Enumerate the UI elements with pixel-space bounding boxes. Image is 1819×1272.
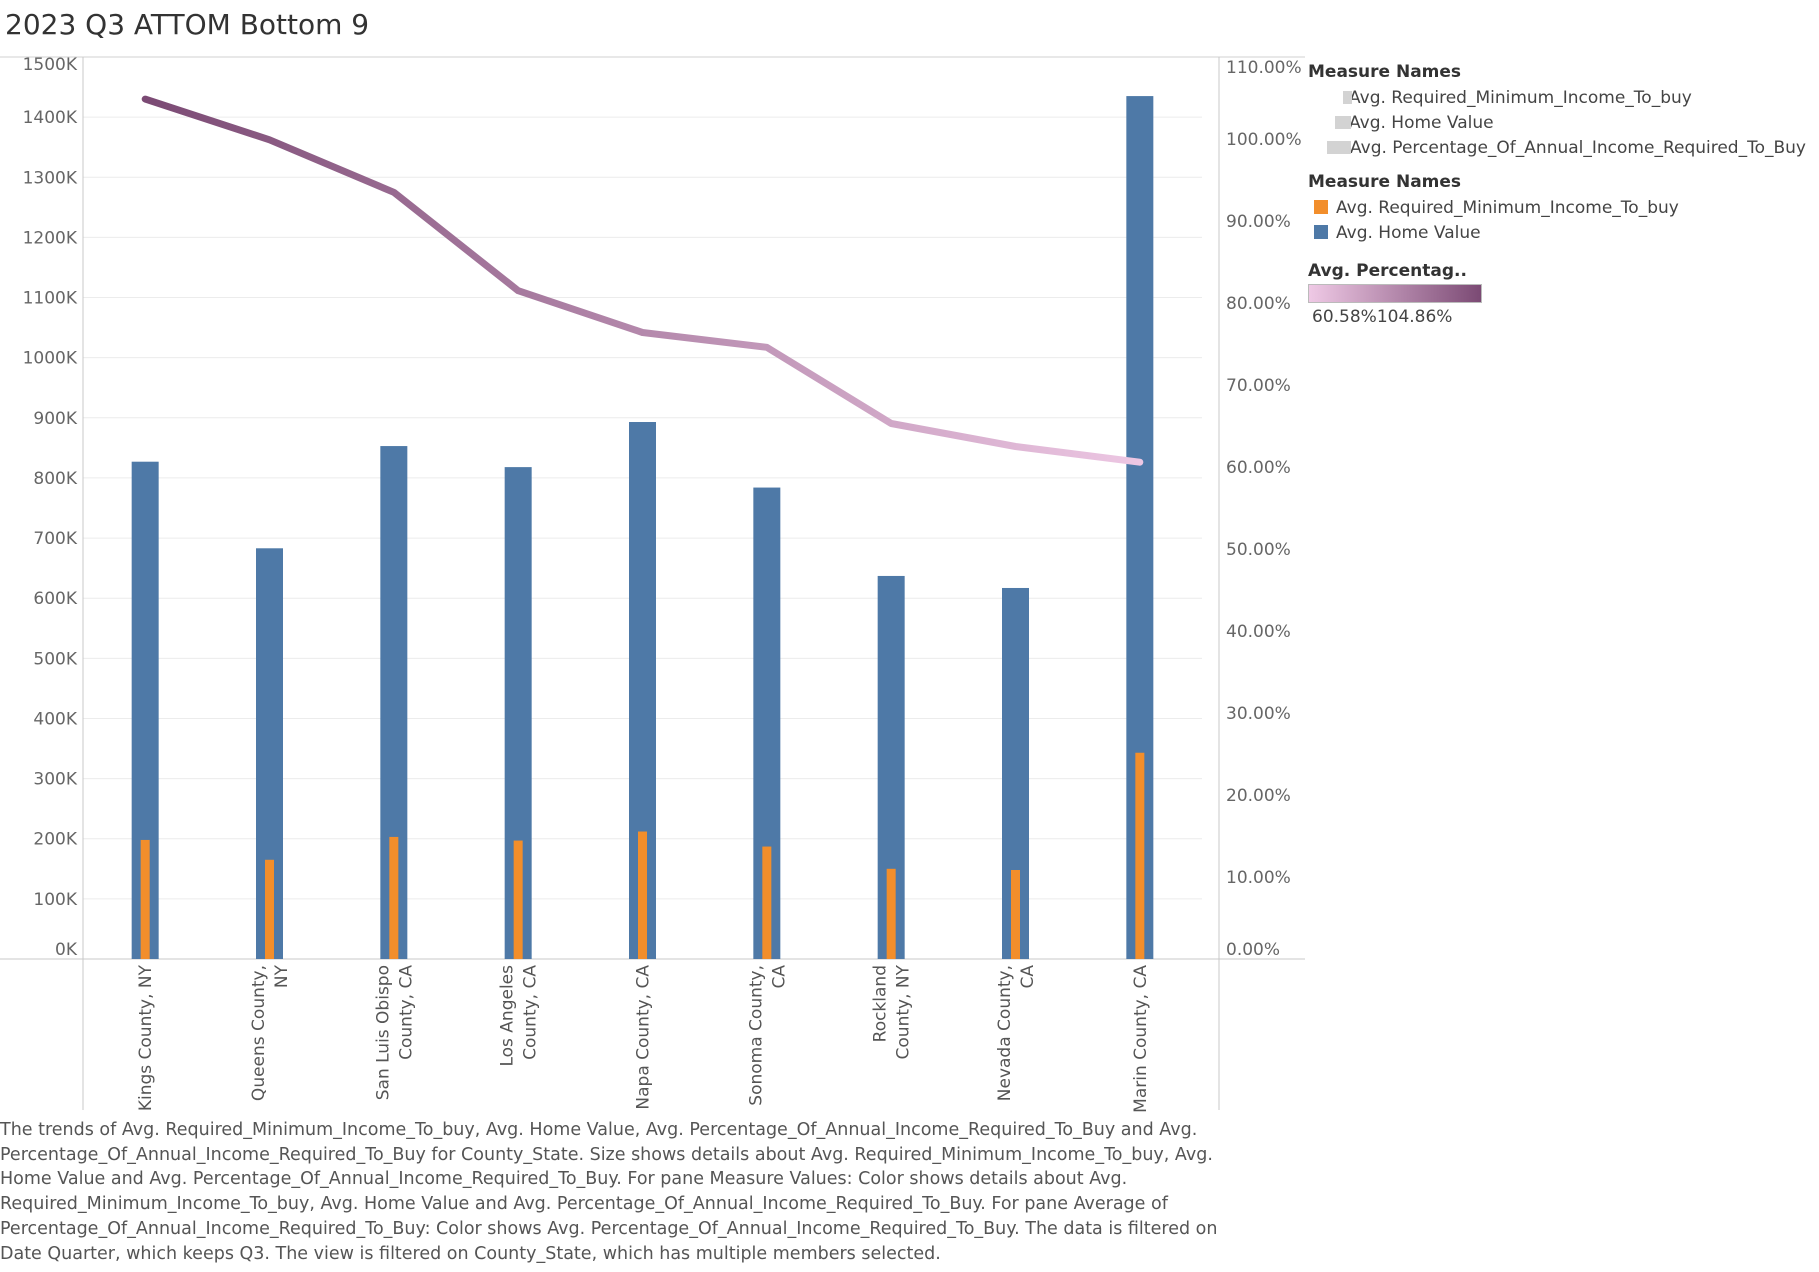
x-tick-label: Nevada County, CA — [995, 965, 1038, 1102]
right-tick-label: 100.00% — [1226, 130, 1302, 150]
right-tick-label: 20.00% — [1226, 786, 1291, 806]
gradient-labels: 60.58%104.86% — [1308, 307, 1482, 327]
x-tick-label-line: Sonoma County, — [746, 965, 766, 1106]
required-income-bar — [513, 840, 523, 959]
size-legend-title: Measure Names — [1308, 62, 1462, 82]
x-tick-label-line: Queens County, — [249, 965, 269, 1101]
size-legend-item: Avg. Required_Minimum_Income_To_buy — [1308, 86, 1806, 111]
gradient-min-label: 60.58% — [1312, 307, 1377, 327]
x-tick-label-line: County, CA — [396, 965, 416, 1060]
left-tick-label: 1500K — [23, 55, 78, 75]
x-tick-label-line: County, NY — [894, 964, 914, 1059]
required-income-bar — [1135, 752, 1145, 959]
left-tick-label: 700K — [33, 529, 77, 549]
right-axis-ticks: 0.00% 10.00% 20.00% 30.00% 40.00% 50.00% 60.00… — [1226, 58, 1302, 960]
right-tick-label: 0.00% — [1226, 940, 1280, 960]
right-tick-label: 60.00% — [1226, 458, 1291, 478]
x-tick-label-line: Rockland — [871, 965, 891, 1042]
x-tick-label-line: Kings County, NY — [136, 964, 156, 1111]
color-legend-label: Avg. Required_Minimum_Income_To_buy — [1336, 198, 1679, 218]
x-tick-label-line: Marin County, CA — [1131, 965, 1151, 1113]
x-tick-label: Napa County, CA — [634, 965, 654, 1110]
left-tick-label: 900K — [33, 409, 77, 429]
left-axis-ticks: 0K 100K 200K 300K 400K 500K 600K 700K 800K 900K 10… — [23, 55, 78, 960]
percentage-series-line — [141, 95, 1144, 466]
size-legend-item: Avg. Percentage_Of_Annual_Income_Require… — [1308, 136, 1806, 161]
x-tick-label: Marin County, CA — [1131, 965, 1151, 1113]
required-income-bar — [1011, 870, 1020, 959]
x-tick-label-line: Nevada County, — [995, 965, 1015, 1101]
x-tick-label: Sonoma County, CA — [746, 965, 789, 1106]
chart-title: 2023 Q3 ATTOM Bottom 9 — [5, 8, 370, 41]
x-tick-label-line: Napa County, CA — [634, 965, 654, 1110]
gradient-legend-title: Avg. Percentag.. — [1308, 261, 1467, 281]
x-tick-label-line: San Luis Obispo — [373, 965, 393, 1100]
right-tick-label: 50.00% — [1226, 540, 1291, 560]
gradient-max-label: 104.86% — [1376, 307, 1453, 327]
size-legend: Measure Names Avg. Required_Minimum_Inco… — [1308, 62, 1806, 161]
x-tick-label: Queens County, NY — [249, 964, 292, 1101]
left-tick-label: 1300K — [23, 168, 78, 188]
x-tick-label-line: CA — [1018, 965, 1038, 989]
required-income-bar — [762, 846, 772, 959]
x-tick-label: Rockland County, NY — [871, 964, 914, 1059]
left-tick-label: 600K — [33, 589, 77, 609]
required-income-bar — [638, 831, 647, 959]
right-tick-label: 10.00% — [1226, 868, 1291, 888]
size-swatch-small — [1343, 90, 1352, 104]
required-income-bar — [389, 836, 399, 959]
blue-swatch — [1314, 225, 1328, 239]
x-tick-label: Kings County, NY — [136, 964, 156, 1111]
gradient-bar — [1308, 284, 1482, 303]
chart-caption: The trends of Avg. Required_Minimum_Inco… — [0, 1120, 1218, 1264]
x-tick-label-line: Los Angeles — [498, 965, 518, 1067]
right-tick-label: 70.00% — [1226, 376, 1291, 396]
x-tick-label-line: CA — [769, 965, 789, 989]
bars — [131, 96, 1154, 960]
x-tick-label-line: NY — [272, 964, 292, 988]
required-income-bar — [265, 859, 274, 959]
size-swatch-medium — [1335, 115, 1351, 129]
size-legend-label: Avg. Percentage_Of_Annual_Income_Require… — [1350, 138, 1806, 158]
gradient-legend: Avg. Percentag.. 60.58%104.86% — [1308, 261, 1482, 327]
size-legend-item: Avg. Home Value — [1308, 111, 1806, 136]
left-tick-label: 800K — [33, 469, 77, 489]
color-legend-title: Measure Names — [1308, 172, 1462, 192]
right-tick-label: 90.00% — [1226, 212, 1291, 232]
right-tick-label: 80.00% — [1226, 294, 1291, 314]
right-tick-label: 110.00% — [1226, 58, 1302, 78]
right-tick-label: 30.00% — [1226, 704, 1291, 724]
left-tick-label: 100K — [33, 890, 77, 910]
required-income-bar — [886, 868, 896, 959]
left-tick-label: 400K — [33, 709, 77, 729]
left-tick-label: 0K — [55, 940, 78, 960]
left-tick-label: 1100K — [23, 289, 78, 309]
left-tick-label: 1000K — [23, 349, 78, 369]
x-tick-label: San Luis Obispo County, CA — [373, 965, 416, 1101]
left-tick-label: 300K — [33, 770, 77, 790]
left-tick-label: 1200K — [23, 228, 78, 248]
orange-swatch — [1314, 200, 1328, 214]
percentage-line — [141, 95, 1144, 466]
required-income-bar — [140, 839, 150, 959]
right-tick-label: 40.00% — [1226, 622, 1291, 642]
color-legend-label: Avg. Home Value — [1336, 223, 1481, 243]
left-tick-label: 1400K — [23, 108, 78, 128]
x-tick-label: Los Angeles County, CA — [498, 965, 541, 1067]
size-legend-label: Avg. Home Value — [1349, 113, 1494, 133]
color-legend: Measure Names Avg. Required_Minimum_Inco… — [1308, 172, 1679, 246]
left-tick-label: 500K — [33, 649, 77, 669]
color-legend-item: Avg. Required_Minimum_Income_To_buy — [1308, 196, 1679, 221]
left-tick-label: 200K — [33, 830, 77, 850]
x-tick-label-line: County, CA — [521, 965, 541, 1060]
size-legend-label: Avg. Required_Minimum_Income_To_buy — [1349, 88, 1692, 108]
color-legend-item: Avg. Home Value — [1308, 221, 1679, 246]
x-axis-labels: Kings County, NY Queens County, NY San Luis… — [136, 964, 1151, 1112]
size-swatch-large — [1327, 140, 1351, 154]
